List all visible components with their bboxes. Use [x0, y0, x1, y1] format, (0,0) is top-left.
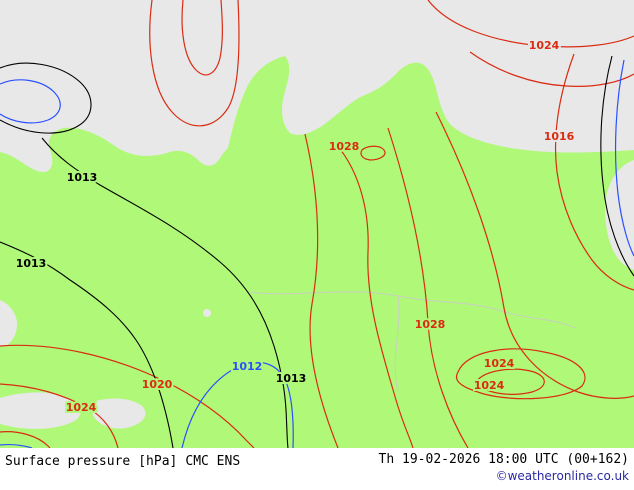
isobar-red-corner-southwest — [0, 431, 51, 448]
isobar-blue-right-edge — [614, 59, 634, 257]
isobar-red-1016 — [554, 53, 634, 291]
isobar-red-center-1 — [304, 133, 339, 448]
isobar-label: 1013 — [276, 372, 307, 385]
parameter-name: Surface pressure — [5, 454, 131, 469]
isobar-blue-topleft-loop — [0, 79, 61, 124]
isobar-red-center-1028b — [387, 127, 469, 448]
isobar-label: 1028 — [415, 318, 446, 331]
credit-link[interactable]: ©weatheronline.co.uk — [495, 469, 629, 483]
sea-area-right-edge — [605, 160, 634, 270]
isobar-red-small-loop — [360, 145, 386, 161]
isobar-label: 1012 — [232, 360, 263, 373]
isobar-black-1013-main — [41, 137, 289, 448]
isobar-blue-1012 — [181, 361, 294, 448]
isobar-red-1024-topright — [427, 0, 634, 48]
isobar-label: 1024 — [484, 357, 515, 370]
sea-area-bottom-left-2 — [92, 398, 146, 429]
sea-area-left-edge — [0, 300, 18, 347]
isobar-red-topleft-inner — [181, 0, 223, 76]
parameter-info: Surface pressure [hPa] CMC ENS — [5, 452, 240, 469]
isobar-red-topleft-outer — [149, 0, 240, 127]
isobar-red-loop-1024-inner — [475, 368, 545, 395]
isobar-black-right-edge — [600, 55, 634, 277]
isobar-label: 1024 — [66, 401, 97, 414]
isobar-label: 1028 — [329, 140, 360, 153]
isobar-red-1024-southwest — [0, 383, 119, 448]
run-info: Th 19-02-2026 18:00 UTC (00+162) ©weathe… — [379, 452, 629, 483]
isobar-red-1020-southwest — [0, 344, 255, 448]
parameter-unit: [hPa] — [138, 454, 178, 469]
isobar-black-topleft-loop — [0, 62, 92, 134]
isobar-red-loop-1024-outer — [455, 348, 586, 400]
isobar-black-1013-west — [0, 241, 174, 448]
valid-datetime: Th 19-02-2026 18:00 UTC (00+162) — [378, 452, 629, 467]
isobar-blue-bottom-left — [0, 444, 33, 448]
border-line — [247, 291, 576, 329]
isobar-red-topright-mid — [469, 51, 634, 87]
isobar-label: 1020 — [142, 378, 173, 391]
isobar-label: 1024 — [529, 39, 560, 52]
isobar-red-center-2 — [435, 111, 634, 399]
isobar-label: 1013 — [16, 257, 47, 270]
lake — [203, 309, 211, 317]
surface-pressure-map: 1024 1016 1028 1013 1013 1028 1012 1013 … — [0, 0, 634, 448]
river-line — [394, 295, 400, 393]
status-bar: Surface pressure [hPa] CMC ENS Th 19-02-… — [0, 448, 634, 490]
model-name: CMC ENS — [185, 454, 241, 469]
isobar-label: 1016 — [544, 130, 575, 143]
isobar-label: 1024 — [474, 379, 505, 392]
sea-area-bottom-left-1 — [0, 392, 81, 429]
isobar-label: 1013 — [67, 171, 98, 184]
isobar-red-center-1028a — [331, 139, 414, 448]
